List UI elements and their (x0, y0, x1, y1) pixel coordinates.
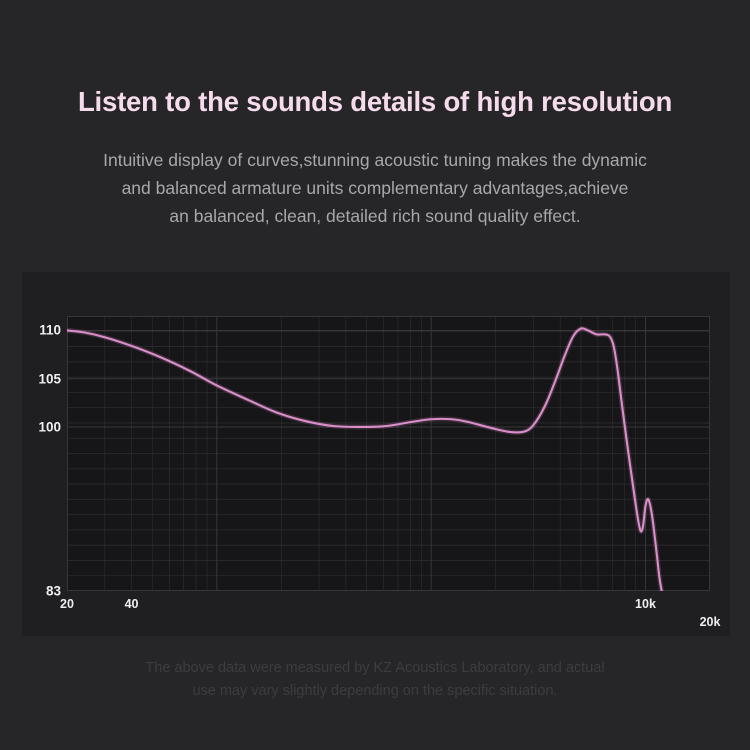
x-tick-label-40: 40 (124, 597, 139, 611)
y-tick-label-100: 100 (38, 419, 61, 435)
disclaimer-line-1: The above data were measured by KZ Acous… (145, 660, 605, 676)
page-title: Listen to the sounds details of high res… (77, 86, 673, 117)
x-tick-label-10k: 10k (635, 597, 656, 611)
x-tick-label-20k: 20k (699, 615, 721, 629)
subtitle-line-1: Intuitive display of curves,stunning aco… (103, 150, 647, 170)
subtitle-line-2: and balanced armature units complementar… (121, 178, 629, 198)
subtitle-line-3: an balanced, clean, detailed rich sound … (169, 206, 581, 226)
disclaimer-line-2: use may vary slightly depending on the s… (192, 683, 558, 699)
y-tick-label-83: 83 (45, 583, 61, 599)
frequency-response-curve-svg (67, 316, 710, 591)
frequency-response-chart-panel: 110 105 100 83 20 40 10k 20k (22, 272, 730, 636)
y-tick-label-105: 105 (38, 371, 61, 387)
chart-plot-area (67, 316, 710, 591)
y-tick-label-110: 110 (39, 322, 61, 338)
page-subtitle: Intuitive display of curves,stunning aco… (0, 146, 750, 230)
chart-disclaimer: The above data were measured by KZ Acous… (0, 657, 750, 703)
x-tick-label-20: 20 (60, 597, 74, 611)
